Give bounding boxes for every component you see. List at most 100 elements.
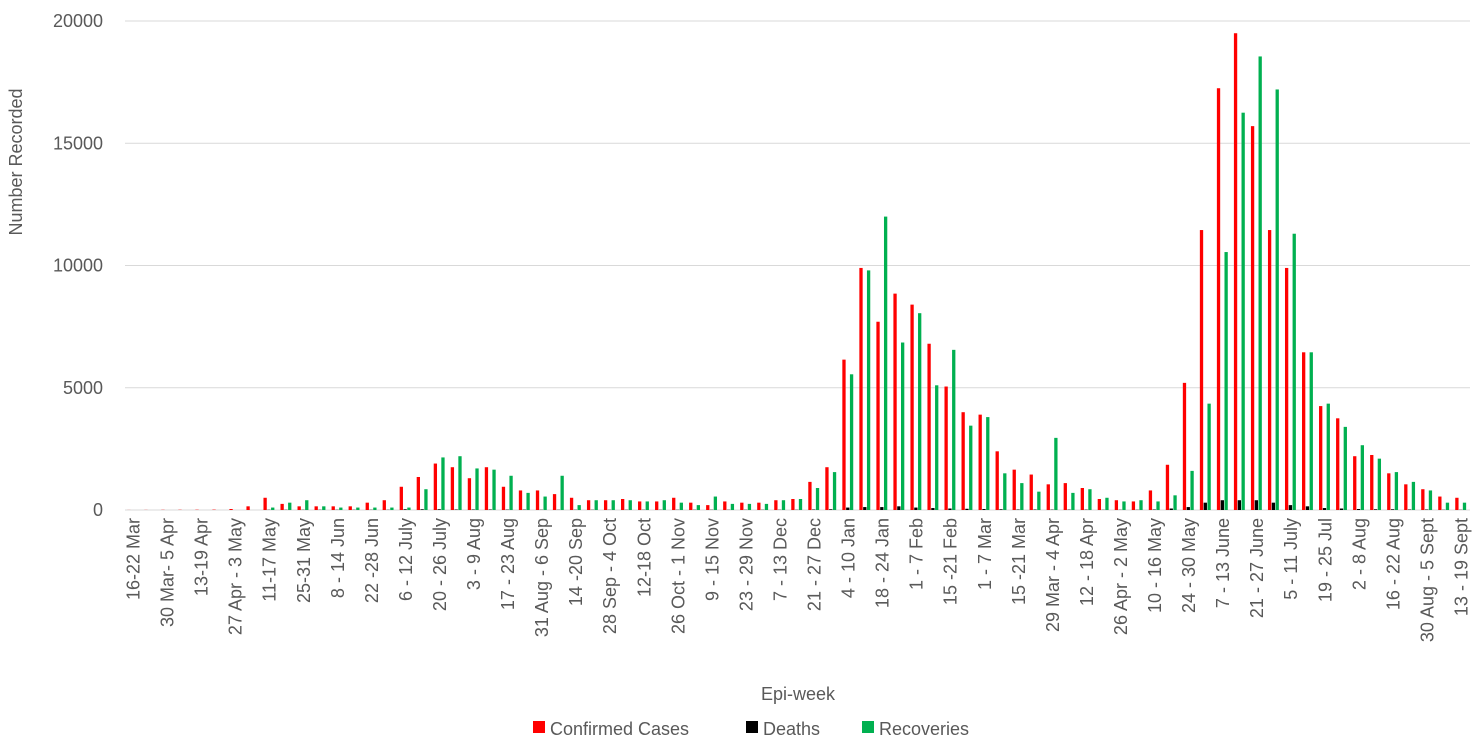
bar-recoveries bbox=[1037, 491, 1041, 510]
bar-confirmed-cases bbox=[1404, 484, 1408, 510]
bar-deaths bbox=[1305, 506, 1310, 510]
bar-confirmed-cases bbox=[467, 478, 472, 510]
bar-recoveries bbox=[1309, 352, 1313, 510]
bar-deaths bbox=[437, 509, 441, 510]
bar-recoveries bbox=[577, 505, 581, 510]
bar-confirmed-cases bbox=[246, 506, 250, 510]
x-tick-label: 31 Aug - 6 Sep bbox=[532, 518, 552, 637]
bar-recoveries bbox=[901, 342, 905, 510]
bar-recoveries bbox=[1241, 112, 1245, 510]
bar-deaths bbox=[1373, 509, 1378, 510]
bar-confirmed-cases bbox=[314, 506, 318, 510]
bar-recoveries bbox=[407, 507, 411, 510]
bar-recoveries bbox=[339, 507, 343, 510]
bar-deaths bbox=[1390, 509, 1395, 510]
bar-confirmed-cases bbox=[842, 359, 846, 510]
bar-recoveries bbox=[1088, 489, 1092, 510]
bar-confirmed-cases bbox=[944, 386, 948, 510]
bar-recoveries bbox=[1445, 502, 1450, 510]
bar-confirmed-cases bbox=[1199, 230, 1204, 511]
bar-deaths bbox=[982, 509, 986, 510]
bar-confirmed-cases bbox=[1029, 474, 1033, 510]
bar-recoveries bbox=[373, 507, 377, 510]
bar-recoveries bbox=[1343, 426, 1347, 510]
bar-deaths bbox=[931, 508, 935, 510]
bar-recoveries bbox=[1071, 492, 1075, 510]
bar-recoveries bbox=[1275, 89, 1279, 511]
bar-recoveries bbox=[815, 488, 820, 510]
legend-label: Confirmed Cases bbox=[550, 719, 689, 739]
bar-recoveries bbox=[645, 501, 649, 510]
x-tick-label: 26 Apr - 2 May bbox=[1111, 518, 1131, 635]
bar-deaths bbox=[403, 509, 407, 510]
x-axis-title: Epi-week bbox=[761, 684, 836, 704]
bar-recoveries bbox=[492, 469, 496, 510]
y-tick-label: 10000 bbox=[53, 256, 103, 276]
bar-confirmed-cases bbox=[1250, 126, 1255, 510]
bar-recoveries bbox=[441, 457, 445, 510]
bar-confirmed-cases bbox=[995, 451, 999, 510]
bar-recoveries bbox=[969, 425, 973, 510]
bar-recoveries bbox=[1428, 490, 1433, 510]
bar-confirmed-cases bbox=[297, 506, 301, 510]
bar-deaths bbox=[863, 507, 867, 510]
bar-recoveries bbox=[509, 475, 513, 510]
bar-confirmed-cases bbox=[229, 509, 233, 510]
x-axis-ticks: 16-22 Mar 30 Mar- 5 Apr 13-19 Apr 27 Apr - … bbox=[124, 518, 1472, 642]
bar-confirmed-cases bbox=[348, 506, 352, 510]
bar-confirmed-cases bbox=[723, 501, 727, 510]
bar-confirmed-cases bbox=[978, 414, 982, 510]
legend-swatch bbox=[862, 721, 874, 733]
legend-swatch bbox=[533, 721, 545, 733]
bar-confirmed-cases bbox=[1131, 501, 1136, 510]
bar-recoveries bbox=[628, 500, 632, 510]
y-tick-label: 20000 bbox=[53, 11, 103, 31]
bar-recoveries bbox=[986, 417, 990, 510]
bar-confirmed-cases bbox=[1370, 454, 1374, 510]
x-tick-label: 12 - 18 Apr bbox=[1077, 518, 1097, 606]
bar-confirmed-cases bbox=[382, 500, 386, 510]
bar-recoveries bbox=[883, 216, 888, 510]
x-tick-label: 11-17 May bbox=[260, 518, 280, 602]
bar-recoveries bbox=[1207, 403, 1211, 510]
bar-recoveries bbox=[1394, 472, 1399, 510]
x-tick-label: 7 - 13 Dec bbox=[770, 518, 790, 601]
bar-deaths bbox=[1203, 502, 1207, 510]
bar-confirmed-cases bbox=[859, 267, 863, 510]
bar-recoveries bbox=[1173, 495, 1177, 510]
bar-confirmed-cases bbox=[263, 497, 267, 510]
gridlines bbox=[125, 20, 1470, 511]
bar-confirmed-cases bbox=[365, 502, 369, 510]
bar-deaths bbox=[1237, 500, 1242, 510]
bar-recoveries bbox=[1411, 481, 1416, 510]
bar-confirmed-cases bbox=[808, 481, 812, 510]
bar-confirmed-cases bbox=[569, 497, 574, 510]
bar-confirmed-cases bbox=[433, 463, 438, 510]
bar-confirmed-cases bbox=[1455, 497, 1459, 510]
bar-recoveries bbox=[611, 500, 615, 510]
bar-confirmed-cases bbox=[774, 500, 778, 510]
bar-recoveries bbox=[849, 374, 854, 510]
bar-recoveries bbox=[832, 472, 837, 510]
bar-confirmed-cases bbox=[1165, 464, 1170, 510]
bar-confirmed-cases bbox=[672, 497, 676, 510]
y-tick-label: 15000 bbox=[53, 133, 103, 153]
bar-recoveries bbox=[696, 505, 700, 510]
bar-confirmed-cases bbox=[757, 502, 761, 510]
bar-confirmed-cases bbox=[399, 486, 403, 510]
bar-confirmed-cases bbox=[706, 505, 710, 510]
x-tick-label: 24 - 30 May bbox=[1179, 518, 1199, 613]
bar-confirmed-cases bbox=[416, 476, 420, 510]
bar-confirmed-cases bbox=[927, 343, 931, 510]
bar-recoveries bbox=[424, 489, 428, 510]
x-tick-label: 27 Apr - 3 May bbox=[226, 518, 246, 635]
bar-confirmed-cases bbox=[1182, 382, 1187, 510]
bar-deaths bbox=[420, 509, 424, 510]
bar-recoveries bbox=[271, 507, 275, 510]
y-axis-title: Number Recorded bbox=[6, 88, 26, 235]
bar-recoveries bbox=[594, 500, 598, 510]
y-tick-label: 5000 bbox=[63, 378, 103, 398]
bar-recoveries bbox=[322, 506, 326, 510]
bar-recoveries bbox=[1377, 458, 1382, 510]
x-tick-label: 1 - 7 Feb bbox=[907, 518, 927, 590]
